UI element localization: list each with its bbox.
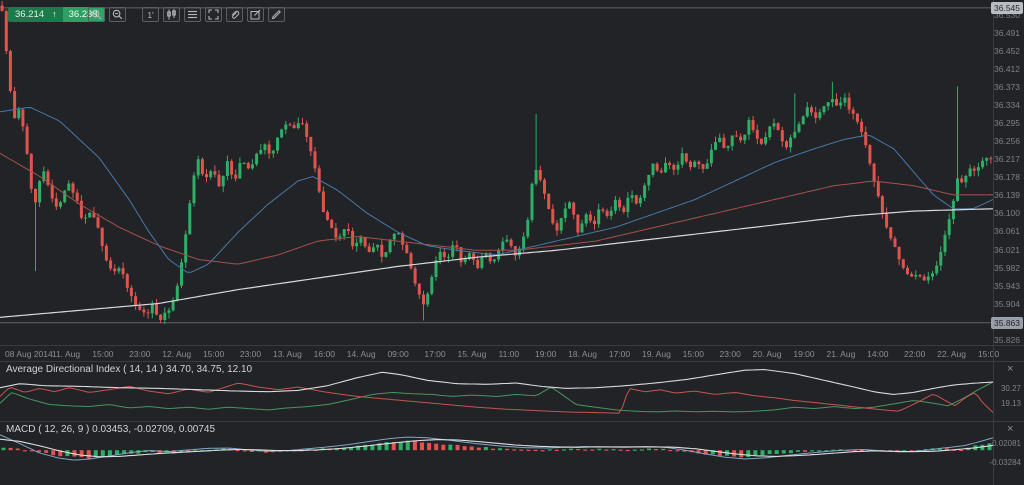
price-tick-label: 36.100 [994, 208, 1020, 218]
price-tick-label: 36.061 [994, 226, 1020, 236]
candlestick-icon [167, 9, 176, 20]
toolbar-gap [130, 7, 138, 22]
time-tick-label: 23:00 [129, 349, 151, 359]
adx-indicator-label[interactable]: Average Directional Index ( 14, 14 ) 34.… [6, 364, 253, 375]
time-tick-label: 23:00 [719, 349, 741, 359]
price-tick-label: 36.139 [994, 190, 1020, 200]
time-tick-label: 12. Aug [162, 349, 192, 359]
time-tick-label: 15:00 [92, 349, 114, 359]
indicator-line [0, 381, 993, 413]
price-tick-label: 36.295 [994, 118, 1020, 128]
adx-tick-label: 19.13 [1000, 399, 1021, 408]
price-badge-high: 36.545 [991, 2, 1023, 14]
time-tick-label: 15:00 [977, 349, 1000, 359]
indicator-line [0, 106, 993, 273]
bid-price: 36.214 [8, 7, 51, 22]
price-tick-label: 36.452 [994, 46, 1020, 56]
expand-button[interactable] [205, 7, 222, 22]
draw-button[interactable] [268, 7, 285, 22]
time-tick-label: 17:00 [608, 349, 631, 359]
price-tick-label: 35.826 [994, 335, 1020, 345]
timeframe-button[interactable]: 1' [142, 7, 159, 22]
time-tick-label: 08 Aug 2014 [5, 349, 53, 359]
timeframe-label: 1' [147, 9, 154, 20]
expand-icon [208, 9, 219, 20]
time-tick-label: 14. Aug [346, 349, 376, 359]
price-up-arrow-icon: ↑ [50, 7, 63, 22]
price-tick-label: 36.491 [994, 28, 1020, 38]
time-tick-label: 19:00 [535, 349, 557, 359]
chart-type-button[interactable] [163, 7, 180, 22]
time-tick-label: 15. Aug [457, 349, 487, 359]
time-tick-label: 14:00 [867, 349, 889, 359]
time-tick-label: 20. Aug [752, 349, 782, 359]
time-tick-label: 19:00 [793, 349, 815, 359]
indicator-line [0, 434, 993, 461]
time-tick-label: 15:00 [682, 349, 704, 359]
chart-toolbar: 1' [88, 7, 285, 22]
candles-layer [0, 0, 993, 324]
attach-button[interactable] [226, 7, 243, 22]
price-tick-label: 36.217 [994, 154, 1020, 164]
pencil-icon [271, 10, 281, 20]
price-tick-label: 35.982 [994, 263, 1020, 273]
time-tick-label: 18. Aug [568, 349, 598, 359]
main-timeaxis-divider [0, 345, 1024, 346]
price-badge-low: 35.863 [991, 317, 1023, 329]
price-tick-label: 36.412 [994, 64, 1020, 74]
price-tick-label: 35.943 [994, 281, 1020, 291]
price-axis[interactable]: × × 36.530 36.491 36.452 36.412 36.373 36.334… [989, 0, 1024, 485]
time-tick-label: 23:00 [239, 349, 262, 359]
time-tick-label: 22:00 [904, 349, 926, 359]
zoom-out-icon [112, 9, 123, 20]
indicator-lines-icon [188, 10, 197, 19]
time-tick-label: 16:00 [313, 349, 335, 359]
macd-indicator-pane[interactable] [0, 422, 993, 485]
indicator-line [0, 383, 993, 414]
adx-close-icon[interactable]: × [1007, 363, 1014, 375]
price-tick-label: 35.904 [994, 299, 1020, 309]
macd-tick-label: -0.03284 [989, 458, 1021, 467]
paperclip-icon [231, 10, 240, 19]
edit-button[interactable] [247, 7, 264, 22]
time-tick-label: 22. Aug [937, 349, 967, 359]
timeaxis-adx-divider [0, 361, 1024, 362]
zoom-out-button[interactable] [109, 7, 126, 22]
indicator-line [0, 438, 993, 458]
price-tick-label: 36.334 [994, 100, 1020, 110]
adx-indicator-pane[interactable] [0, 362, 993, 420]
time-tick-label: 17:00 [424, 349, 446, 359]
indicator-line [0, 152, 993, 265]
edit-box-icon [250, 9, 261, 20]
macd-indicator-label[interactable]: MACD ( 12, 26, 9 ) 0.03453, -0.02709, 0.… [6, 424, 216, 435]
time-tick-label: 09:00 [387, 349, 409, 359]
time-tick-label: 13. Aug [272, 349, 302, 359]
price-tick-label: 36.178 [994, 172, 1020, 182]
indicator-line [0, 369, 993, 395]
time-tick-label: 15:00 [202, 349, 225, 359]
indicators-button[interactable] [184, 7, 201, 22]
price-tick-label: 36.256 [994, 136, 1020, 146]
adx-macd-divider [0, 421, 1024, 422]
adx-tick-label: 30.27 [1000, 384, 1021, 393]
macd-close-icon[interactable]: × [1007, 423, 1014, 435]
time-tick-label: 11. Aug [51, 349, 81, 359]
macd-tick-label: 0.02081 [992, 439, 1021, 448]
zoom-in-icon [91, 9, 102, 20]
price-axis-divider [993, 0, 994, 485]
price-tick-label: 36.021 [994, 245, 1020, 255]
time-tick-label: 19. Aug [641, 349, 671, 359]
time-tick-label: 21. Aug [826, 349, 856, 359]
zoom-in-button[interactable] [88, 7, 105, 22]
time-tick-label: 11:00 [498, 349, 520, 359]
price-tick-label: 36.530 [994, 10, 1020, 20]
main-price-pane[interactable] [0, 0, 993, 345]
indicator-line [0, 208, 993, 318]
price-tick-label: 36.373 [994, 82, 1020, 92]
